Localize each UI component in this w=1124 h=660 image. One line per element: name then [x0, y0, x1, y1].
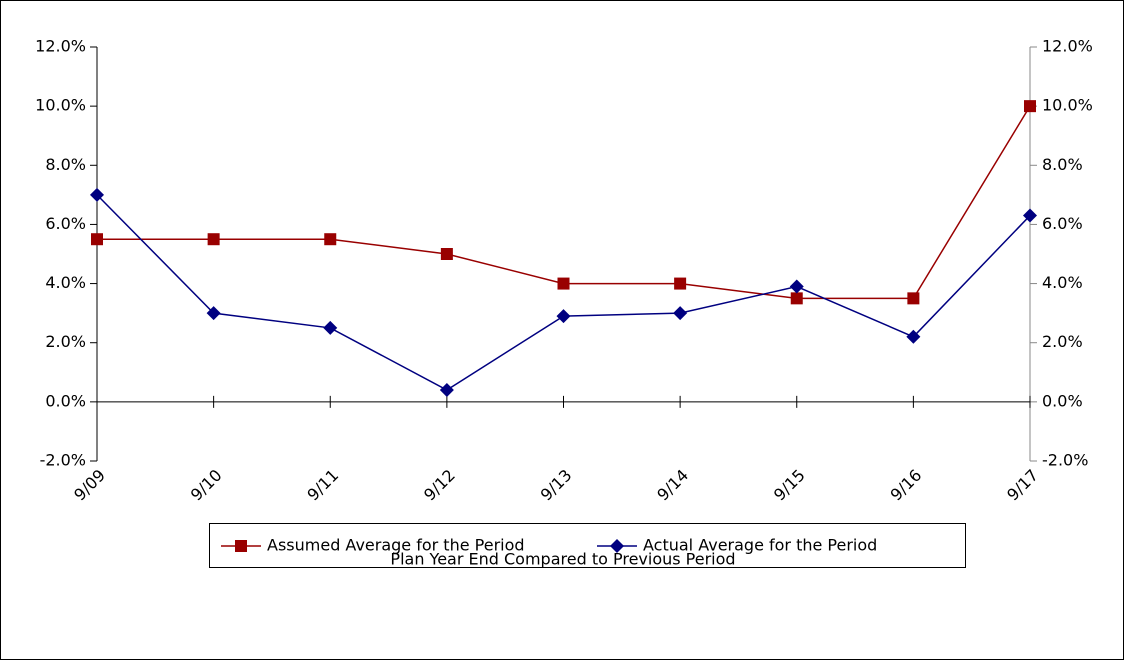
x-axis-title: Plan Year End Compared to Previous Perio…: [390, 550, 735, 569]
legend-box: [209, 523, 966, 568]
legend-label: Assumed Average for the Period: [267, 536, 525, 555]
legend-label: Actual Average for the Period: [643, 536, 877, 555]
point: [439, 383, 454, 398]
legend-marker: [235, 540, 247, 552]
y2-tick-label: 12.0%: [1042, 37, 1093, 56]
point: [907, 292, 920, 305]
y-tick-label: 10.0%: [35, 96, 86, 115]
y-tick-label: 6.0%: [45, 214, 86, 233]
y-tick-label: 12.0%: [35, 37, 86, 56]
point: [90, 187, 104, 202]
point: [323, 320, 338, 335]
point: [789, 279, 804, 294]
y-tick-label: 2.0%: [45, 332, 86, 351]
y2-tick-label: 6.0%: [1042, 214, 1083, 233]
point: [556, 309, 571, 324]
point: [673, 306, 688, 321]
y2-tick-label: 10.0%: [1042, 96, 1093, 115]
point: [207, 233, 220, 246]
y2-tick-label: 0.0%: [1042, 391, 1083, 410]
point: [1023, 208, 1037, 223]
y-tick-label: 0.0%: [45, 391, 86, 410]
y2-tick-label: 8.0%: [1042, 155, 1083, 174]
point: [91, 233, 103, 246]
y-tick-label: 4.0%: [45, 273, 86, 292]
point: [790, 292, 803, 305]
y-tick-label: -2.0%: [40, 451, 86, 470]
point: [206, 306, 221, 321]
point: [674, 277, 687, 290]
y2-tick-label: 4.0%: [1042, 273, 1083, 292]
point: [324, 233, 337, 246]
point: [557, 277, 570, 290]
y2-tick-label: -2.0%: [1042, 451, 1088, 470]
y2-tick-label: 2.0%: [1042, 332, 1083, 351]
point: [1024, 100, 1036, 113]
point: [906, 329, 921, 344]
y-tick-label: 8.0%: [45, 155, 86, 174]
point: [440, 248, 453, 260]
legend-marker: [610, 539, 624, 553]
